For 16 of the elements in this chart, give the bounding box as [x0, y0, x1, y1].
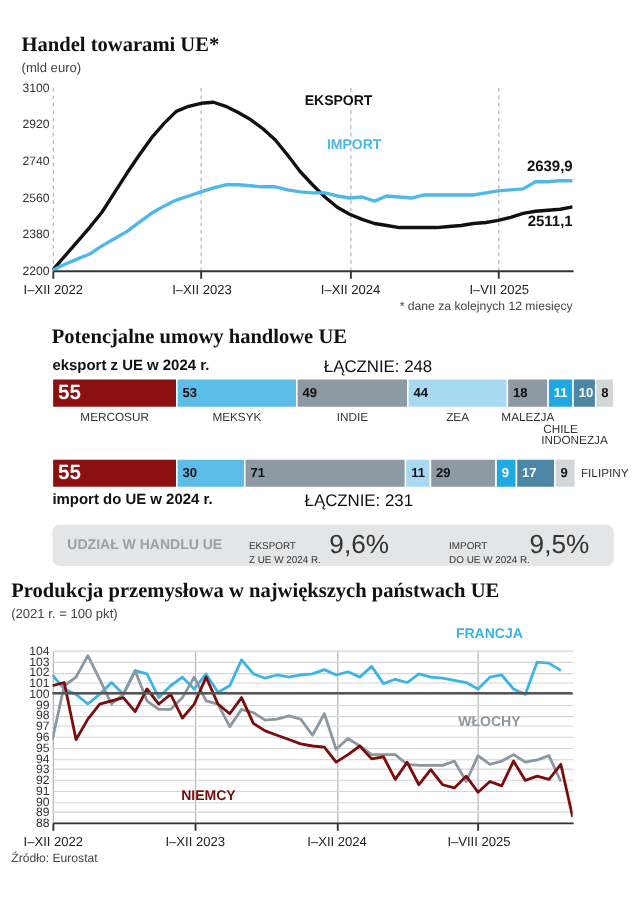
- line-series: [52, 654, 563, 783]
- text: Potencjalne umowy handlowe UE: [51, 327, 348, 350]
- data-label: 2511,1: [527, 211, 573, 230]
- data-label: 55: [58, 382, 82, 405]
- y-tick-label: eksport z UE w 2024 r.: [52, 355, 210, 374]
- chart-title: Handel towarami UE*: [21, 35, 220, 58]
- total-label: ŁĄCZNIE: 248: [323, 355, 433, 376]
- data-label: 55: [58, 462, 82, 485]
- line-series: [52, 658, 563, 706]
- data-label: 2639,9: [526, 157, 573, 176]
- chart-title: Produkcja przemysłowa w największych państwach UE: [11, 581, 500, 604]
- y-tick-label: import do UE w 2024 r.: [52, 490, 213, 509]
- total-label: ŁĄCZNIE: 231: [304, 489, 414, 510]
- annotation: 9,5%: [529, 528, 590, 559]
- line-series: [52, 675, 573, 819]
- annotation: 9,6%: [329, 528, 390, 559]
